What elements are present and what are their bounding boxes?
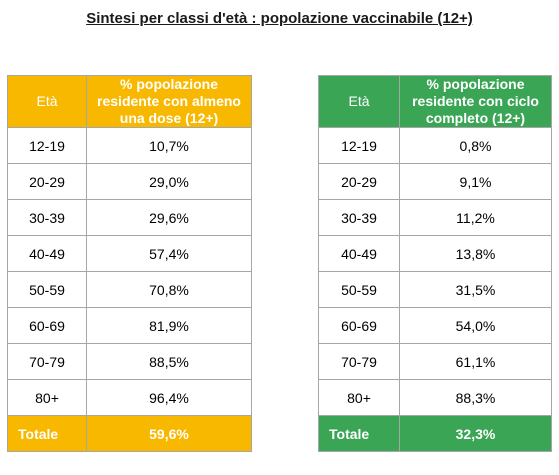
- total-label: Totale: [318, 415, 400, 452]
- value-cell: 57,4%: [86, 235, 252, 272]
- age-cell: 70-79: [7, 343, 87, 380]
- total-value: 59,6%: [86, 415, 252, 452]
- age-cell: 60-69: [7, 307, 87, 344]
- page-title: Sintesi per classi d'età : popolazione v…: [86, 10, 473, 27]
- full-cycle-total-row: Totale 32,3%: [318, 415, 552, 452]
- table-row: 20-29 29,0%: [7, 163, 252, 200]
- value-cell: 29,0%: [86, 163, 252, 200]
- total-value: 32,3%: [399, 415, 552, 452]
- age-cell: 30-39: [7, 199, 87, 236]
- first-dose-header-value: % popolazione residente con almeno una d…: [86, 75, 252, 128]
- full-cycle-header-age: Età: [318, 75, 400, 128]
- value-cell: 31,5%: [399, 271, 552, 308]
- age-cell: 30-39: [318, 199, 400, 236]
- total-label: Totale: [7, 415, 87, 452]
- age-cell: 50-59: [7, 271, 87, 308]
- age-cell: 80+: [7, 379, 87, 416]
- value-cell: 88,3%: [399, 379, 552, 416]
- full-cycle-table: Età % popolazione residente con ciclo co…: [318, 75, 552, 452]
- table-row: 80+ 96,4%: [7, 379, 252, 416]
- age-cell: 80+: [318, 379, 400, 416]
- value-cell: 0,8%: [399, 127, 552, 164]
- table-row: 12-19 10,7%: [7, 127, 252, 164]
- table-row: 30-39 11,2%: [318, 199, 552, 236]
- value-cell: 29,6%: [86, 199, 252, 236]
- age-cell: 70-79: [318, 343, 400, 380]
- first-dose-table: Età % popolazione residente con almeno u…: [7, 75, 252, 452]
- value-cell: 88,5%: [86, 343, 252, 380]
- table-row: 60-69 54,0%: [318, 307, 552, 344]
- table-row: 70-79 88,5%: [7, 343, 252, 380]
- value-cell: 9,1%: [399, 163, 552, 200]
- value-cell: 61,1%: [399, 343, 552, 380]
- age-cell: 12-19: [7, 127, 87, 164]
- table-row: 40-49 13,8%: [318, 235, 552, 272]
- full-cycle-header-row: Età % popolazione residente con ciclo co…: [318, 75, 552, 128]
- value-cell: 81,9%: [86, 307, 252, 344]
- table-row: 70-79 61,1%: [318, 343, 552, 380]
- value-cell: 10,7%: [86, 127, 252, 164]
- age-cell: 60-69: [318, 307, 400, 344]
- value-cell: 13,8%: [399, 235, 552, 272]
- age-cell: 12-19: [318, 127, 400, 164]
- value-cell: 54,0%: [399, 307, 552, 344]
- age-cell: 50-59: [318, 271, 400, 308]
- table-row: 40-49 57,4%: [7, 235, 252, 272]
- first-dose-header-age: Età: [7, 75, 87, 128]
- value-cell: 70,8%: [86, 271, 252, 308]
- value-cell: 11,2%: [399, 199, 552, 236]
- first-dose-total-row: Totale 59,6%: [7, 415, 252, 452]
- age-cell: 40-49: [318, 235, 400, 272]
- full-cycle-header-value: % popolazione residente con ciclo comple…: [399, 75, 552, 128]
- table-row: 50-59 31,5%: [318, 271, 552, 308]
- age-cell: 20-29: [7, 163, 87, 200]
- value-cell: 96,4%: [86, 379, 252, 416]
- table-row: 50-59 70,8%: [7, 271, 252, 308]
- age-cell: 40-49: [7, 235, 87, 272]
- table-row: 60-69 81,9%: [7, 307, 252, 344]
- first-dose-header-row: Età % popolazione residente con almeno u…: [7, 75, 252, 128]
- table-row: 30-39 29,6%: [7, 199, 252, 236]
- table-row: 20-29 9,1%: [318, 163, 552, 200]
- table-row: 12-19 0,8%: [318, 127, 552, 164]
- table-row: 80+ 88,3%: [318, 379, 552, 416]
- age-cell: 20-29: [318, 163, 400, 200]
